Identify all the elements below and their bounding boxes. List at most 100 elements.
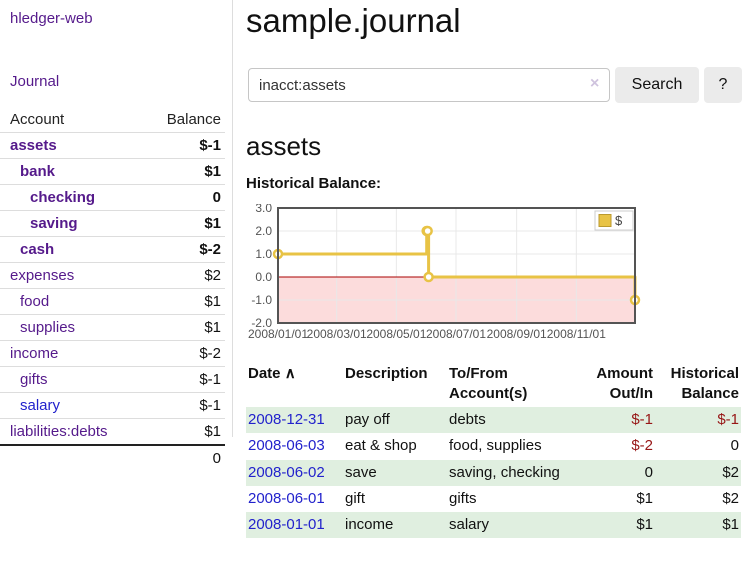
main-panel: sample.journal × Search ? assets Histori… bbox=[246, 0, 742, 539]
sidebar-account-row: liabilities:debts $1 bbox=[0, 418, 225, 445]
transaction-balance: $2 bbox=[722, 463, 739, 481]
date-column-header[interactable]: Date ∧ bbox=[248, 365, 296, 382]
x-tick-label: 2008/11/01 bbox=[547, 327, 606, 341]
sidebar-accounts-body: assets $-1 bank $1 checking 0 saving $1 cash $-2 e… bbox=[0, 132, 225, 445]
sidebar-account-balance: $-1 bbox=[139, 366, 225, 393]
transaction-accounts: food, supplies bbox=[449, 437, 542, 455]
y-tick-label: 0.0 bbox=[255, 270, 272, 284]
register-table: Date ∧ Description To/From Account(s) Am… bbox=[246, 362, 741, 539]
sidebar-account-link[interactable]: supplies bbox=[20, 319, 76, 336]
sidebar-account-balance: $-2 bbox=[139, 236, 225, 263]
transaction-description: eat & shop bbox=[345, 437, 417, 455]
transaction-balance: $2 bbox=[722, 489, 739, 507]
balance-column-header: Balance bbox=[166, 111, 221, 128]
transaction-accounts: debts bbox=[449, 411, 486, 428]
x-tick-label: 2008/07/01 bbox=[426, 327, 486, 341]
data-point-marker bbox=[422, 225, 433, 237]
accounts-table-header-row: Account Balance bbox=[0, 107, 225, 133]
help-button[interactable]: ? bbox=[704, 67, 742, 103]
sidebar-account-link[interactable]: liabilities:debts bbox=[10, 423, 108, 440]
account-heading: assets bbox=[246, 131, 322, 161]
transaction-date-link[interactable]: 2008-01-01 bbox=[248, 516, 325, 533]
sidebar-account-row: income $-2 bbox=[0, 340, 225, 367]
transaction-date-link[interactable]: 2008-12-31 bbox=[248, 411, 325, 428]
sidebar-account-balance: $-1 bbox=[139, 132, 225, 159]
x-tick-label: 2008/03/01 bbox=[307, 327, 367, 341]
search-form: × Search ? bbox=[246, 67, 742, 104]
register-row: 2008-06-02 save saving, checking 0 $2 bbox=[246, 459, 741, 486]
legend-swatch bbox=[598, 214, 612, 227]
sidebar-account-balance: $-2 bbox=[139, 340, 225, 367]
sidebar-account-row: checking 0 bbox=[0, 184, 225, 211]
transaction-accounts: salary bbox=[449, 516, 490, 533]
sidebar-account-link[interactable]: assets bbox=[10, 137, 57, 154]
transaction-balance: $-1 bbox=[717, 411, 739, 428]
y-tick-label: 3.0 bbox=[255, 204, 272, 215]
sidebar-account-balance: $2 bbox=[139, 262, 225, 289]
y-tick-label: 2.0 bbox=[255, 224, 272, 238]
app-brand-link[interactable]: hledger-web bbox=[10, 10, 93, 27]
x-tick-label: 2008/09/01 bbox=[487, 327, 547, 341]
search-input[interactable] bbox=[248, 68, 610, 102]
search-button[interactable]: Search bbox=[615, 67, 699, 103]
x-tick-label: 2008/05/01 bbox=[366, 327, 426, 341]
balance-column-header: Historical Balance bbox=[670, 365, 739, 402]
transaction-amount: $1 bbox=[636, 516, 653, 533]
transaction-balance: 0 bbox=[730, 437, 739, 455]
sidebar-account-row: gifts $-1 bbox=[0, 366, 225, 393]
transaction-description: pay off bbox=[345, 411, 390, 428]
sidebar-account-link[interactable]: food bbox=[20, 293, 50, 310]
sidebar-account-link[interactable]: saving bbox=[30, 215, 78, 232]
register-header-row: Date ∧ Description To/From Account(s) Am… bbox=[246, 362, 741, 407]
register-body: 2008-12-31 pay off debts $-1 $-1 2008-06-03 ea… bbox=[246, 407, 741, 539]
sidebar-account-link[interactable]: income bbox=[10, 345, 59, 362]
transaction-description: save bbox=[345, 463, 377, 481]
transaction-amount: $-1 bbox=[631, 411, 653, 428]
sidebar-account-row: food $1 bbox=[0, 288, 225, 315]
legend-label: $ bbox=[615, 213, 623, 228]
sidebar-account-row: assets $-1 bbox=[0, 132, 225, 159]
transaction-description: income bbox=[345, 516, 394, 533]
transaction-date-link[interactable]: 2008-06-02 bbox=[248, 463, 325, 481]
register-row: 2008-01-01 income salary $1 $1 bbox=[246, 512, 741, 539]
accounts-total-value: 0 bbox=[139, 444, 225, 471]
sidebar-account-link[interactable]: checking bbox=[30, 189, 96, 206]
sidebar: hledger-web Journal Account Balance asse… bbox=[0, 0, 233, 471]
sidebar-account-row: salary $-1 bbox=[0, 392, 225, 419]
sidebar-account-row: saving $1 bbox=[0, 210, 225, 237]
description-column-header: Description bbox=[345, 365, 428, 382]
accounts-column-header: To/From Account(s) bbox=[449, 365, 528, 402]
plot-border bbox=[277, 207, 636, 324]
sidebar-account-balance: $1 bbox=[139, 158, 225, 185]
sidebar-account-link[interactable]: expenses bbox=[10, 267, 75, 284]
clear-search-icon[interactable]: × bbox=[590, 75, 600, 92]
sidebar-item-journal[interactable]: Journal bbox=[10, 73, 60, 90]
transaction-accounts: saving, checking bbox=[449, 463, 560, 481]
transaction-amount: $1 bbox=[636, 489, 653, 507]
register-row: 2008-12-31 pay off debts $-1 $-1 bbox=[246, 407, 741, 434]
transaction-balance: $1 bbox=[722, 516, 739, 533]
amount-column-header: Amount Out/In bbox=[596, 365, 653, 402]
transaction-accounts: gifts bbox=[449, 489, 477, 507]
accounts-table: Account Balance assets $-1 bank $1 checking 0… bbox=[0, 107, 225, 471]
sidebar-account-row: expenses $2 bbox=[0, 262, 225, 289]
register-row: 2008-06-03 eat & shop food, supplies $-2 0 bbox=[246, 433, 741, 459]
transaction-amount: $-2 bbox=[631, 437, 653, 455]
sidebar-account-link[interactable]: bank bbox=[20, 163, 56, 180]
accounts-total-spacer bbox=[0, 444, 140, 471]
account-column-header: Account bbox=[10, 111, 65, 128]
y-tick-label: -2.0 bbox=[251, 316, 272, 330]
transaction-description: gift bbox=[345, 489, 366, 507]
sidebar-account-balance: $1 bbox=[139, 418, 225, 445]
sidebar-account-balance: $1 bbox=[139, 288, 225, 315]
sidebar-account-balance: $1 bbox=[139, 210, 225, 237]
sidebar-account-row: bank $1 bbox=[0, 158, 225, 185]
sidebar-account-link[interactable]: cash bbox=[20, 241, 55, 258]
sidebar-account-link[interactable]: gifts bbox=[20, 371, 48, 388]
register-row: 2008-06-01 gift gifts $1 $2 bbox=[246, 486, 741, 512]
transaction-date-link[interactable]: 2008-06-01 bbox=[248, 489, 325, 507]
y-tick-label: -1.0 bbox=[251, 293, 272, 307]
transaction-date-link[interactable]: 2008-06-03 bbox=[248, 437, 325, 455]
balance-chart: 3.0 2.0 1.0 0.0 -1.0 -2.0 2008/01/01 2008/03/01… bbox=[246, 204, 741, 346]
sidebar-account-link[interactable]: salary bbox=[20, 397, 61, 414]
